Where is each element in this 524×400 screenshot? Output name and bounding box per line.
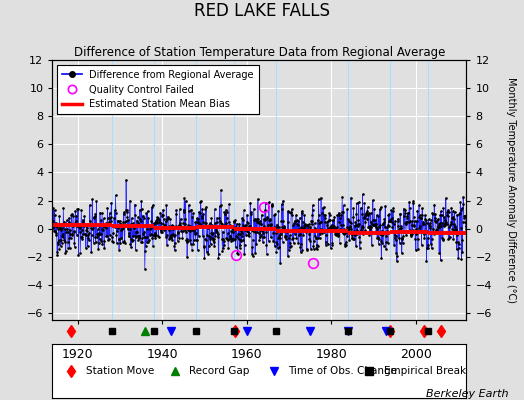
Text: 2000: 2000 [400,348,432,360]
Legend: Difference from Regional Average, Quality Control Failed, Estimated Station Mean: Difference from Regional Average, Qualit… [57,65,259,114]
Text: Station Move: Station Move [85,366,154,376]
Text: Empirical Break: Empirical Break [384,366,466,376]
Text: Berkeley Earth: Berkeley Earth [426,389,508,399]
Text: 1960: 1960 [231,348,263,360]
Y-axis label: Monthly Temperature Anomaly Difference (°C): Monthly Temperature Anomaly Difference (… [506,77,516,303]
Text: 1920: 1920 [62,348,94,360]
Text: 1940: 1940 [146,348,178,360]
Text: RED LAKE FALLS: RED LAKE FALLS [194,2,330,20]
Title: Difference of Station Temperature Data from Regional Average: Difference of Station Temperature Data f… [74,46,445,59]
Text: 1980: 1980 [315,348,347,360]
Text: Record Gap: Record Gap [189,366,249,376]
Text: Time of Obs. Change: Time of Obs. Change [288,366,397,376]
